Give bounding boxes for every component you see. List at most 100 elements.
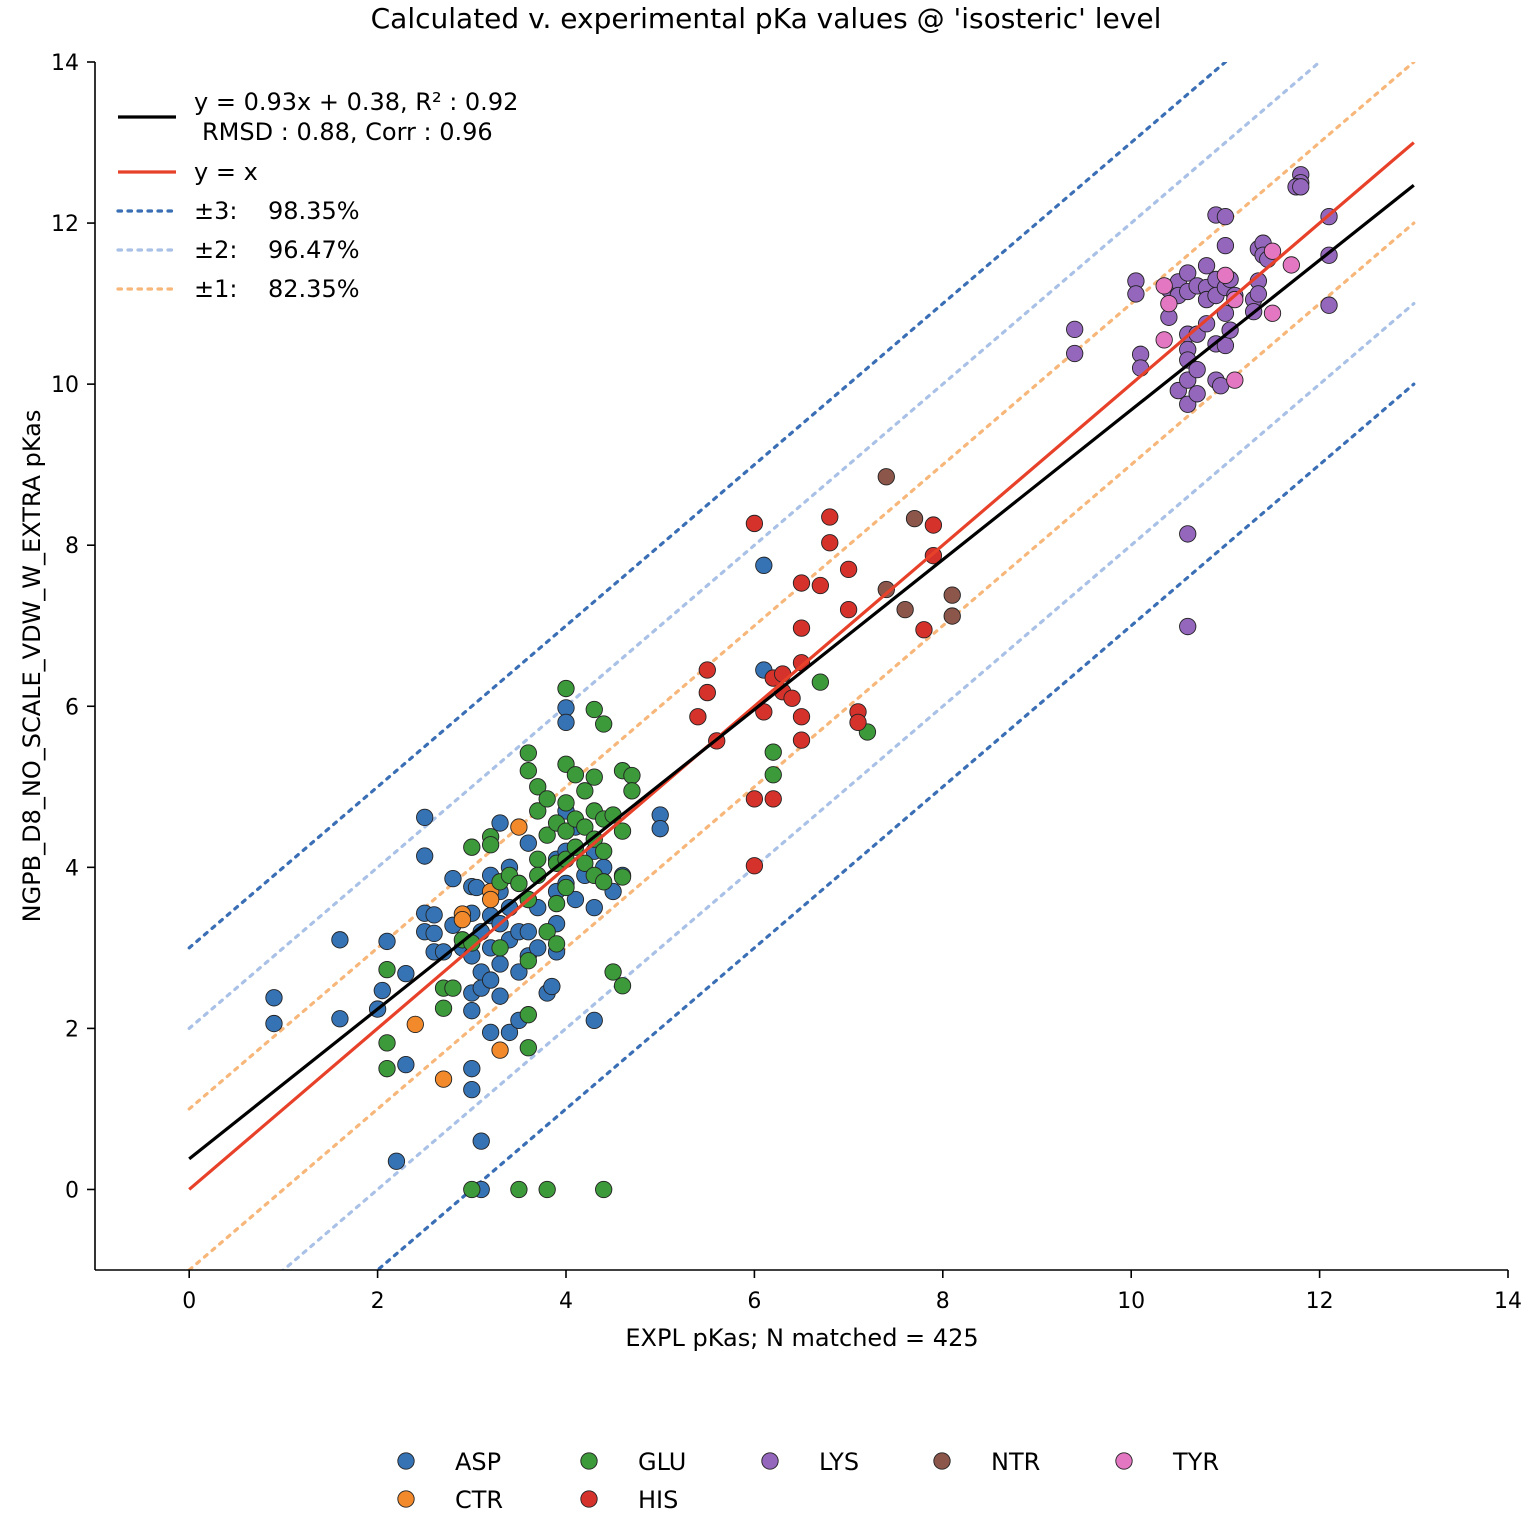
plot-clip-group (187, 62, 1416, 1270)
point-his (698, 683, 716, 702)
point-his (774, 665, 792, 683)
point-asp (481, 1023, 500, 1042)
point-asp (444, 869, 462, 888)
point-asp (265, 989, 283, 1007)
plot-area: 0 2 4 6 8 10 12 14 0 2 4 6 8 10 12 14 (51, 51, 1522, 1314)
point-tyr (1160, 294, 1178, 313)
legend-marker-glu (580, 1452, 598, 1470)
point-asp (529, 939, 547, 957)
point-glu (538, 1180, 556, 1199)
legend-marker-lys (761, 1452, 779, 1470)
point-lys (1216, 207, 1235, 226)
point-tyr (1282, 256, 1300, 274)
point-asp (425, 924, 443, 943)
point-lys (1197, 315, 1216, 333)
legend-label-ntr: NTR (991, 1448, 1040, 1476)
point-lys (1131, 359, 1150, 377)
point-glu (463, 1180, 481, 1199)
x-tick-label: 6 (747, 1289, 761, 1314)
point-his (915, 621, 933, 639)
point-ntr (905, 509, 924, 528)
point-glu (557, 878, 575, 897)
x-tick-label: 12 (1306, 1289, 1334, 1314)
point-ctr (406, 1015, 424, 1034)
y-tick-label: 0 (65, 1178, 79, 1203)
point-his (745, 790, 764, 808)
point-lys (1127, 285, 1145, 303)
point-glu (547, 935, 566, 953)
point-his (792, 619, 811, 637)
point-asp (491, 814, 509, 832)
x-tick-label: 4 (559, 1289, 573, 1314)
point-lys (1188, 360, 1206, 379)
point-glu (576, 854, 594, 872)
point-glu (576, 782, 594, 800)
point-glu (613, 822, 632, 840)
point-glu (519, 1039, 537, 1057)
point-glu (434, 999, 453, 1017)
point-ctr (491, 1041, 509, 1059)
point-asp (557, 699, 575, 717)
point-glu (529, 802, 547, 820)
point-his (839, 560, 858, 579)
legend-identity-label: y = x (194, 158, 258, 186)
point-glu (378, 1060, 396, 1078)
point-lys (1292, 178, 1310, 196)
point-glu (613, 868, 632, 886)
legend-series: ASP CTR GLU HIS LYS NTR TYR (397, 1448, 1219, 1514)
series-tyr (1155, 242, 1300, 389)
point-asp (331, 1010, 349, 1028)
point-glu (519, 952, 537, 970)
point-his (783, 689, 801, 707)
point-glu (595, 842, 613, 860)
legend-pm3-value: 98.35% (268, 197, 360, 225)
point-lys (1320, 296, 1338, 314)
legend-pm2-value: 96.47% (268, 236, 360, 264)
legend-fit-label-line2: RMSD : 0.88, Corr : 0.96 (202, 118, 493, 146)
point-glu (519, 1006, 537, 1024)
point-glu (378, 960, 396, 979)
point-glu (566, 766, 585, 784)
point-his (792, 731, 811, 749)
legend-pm1-prefix: ±1: (194, 275, 237, 303)
point-ctr (434, 1070, 453, 1088)
point-ctr (453, 911, 472, 929)
point-asp (387, 1152, 406, 1170)
point-glu (557, 822, 575, 840)
point-glu (811, 673, 829, 691)
x-tick-label: 0 (182, 1289, 196, 1314)
point-tyr (1155, 331, 1173, 349)
point-asp (755, 556, 773, 574)
point-glu (576, 818, 594, 836)
point-his (745, 514, 764, 533)
identity-line (188, 141, 1415, 1191)
point-asp (500, 1023, 519, 1042)
point-lys (1179, 525, 1197, 543)
x-tick-label: 14 (1494, 1289, 1522, 1314)
point-glu (547, 894, 566, 913)
point-ntr (896, 600, 914, 619)
legend-label-ctr: CTR (455, 1486, 503, 1514)
point-asp (491, 955, 509, 973)
legend-marker-ntr (933, 1452, 951, 1470)
point-ntr (877, 580, 895, 599)
point-glu (519, 744, 537, 762)
point-glu (595, 1180, 613, 1199)
series-ntr (877, 468, 961, 625)
legend-marker-tyr (1115, 1452, 1133, 1470)
point-lys (1066, 344, 1084, 363)
point-asp (463, 1080, 481, 1099)
point-glu (623, 766, 641, 785)
point-glu (585, 700, 603, 719)
point-asp (463, 1002, 481, 1020)
point-glu (557, 794, 575, 812)
point-his (849, 713, 867, 732)
point-glu (585, 768, 603, 786)
point-lys (1188, 385, 1206, 403)
legend-label-lys: LYS (819, 1448, 859, 1476)
legend-pm3-prefix: ±3: (194, 197, 237, 225)
point-glu (595, 715, 613, 733)
fit-line (188, 183, 1415, 1161)
